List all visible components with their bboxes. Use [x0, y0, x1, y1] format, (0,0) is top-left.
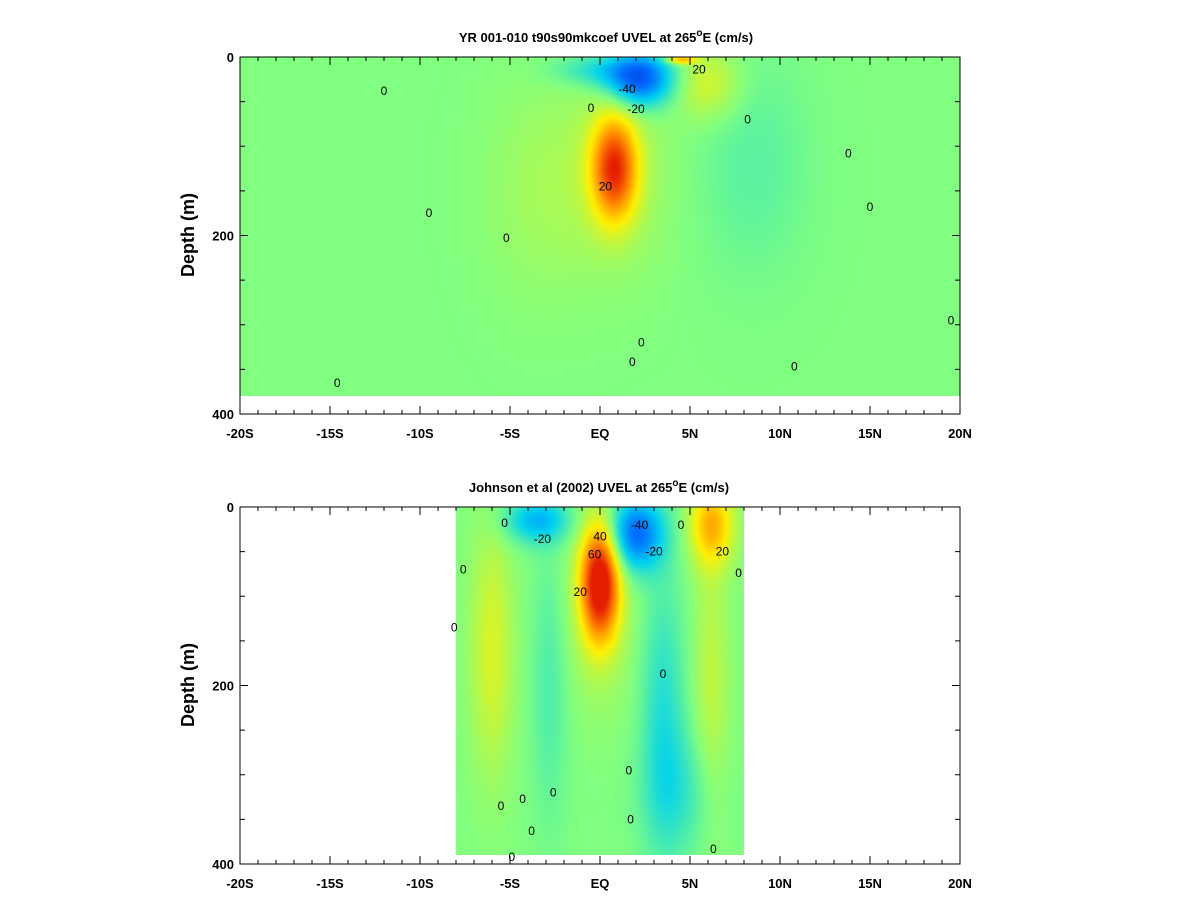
panel-model-title: YR 001-010 t90s90mkcoef UVEL at 265oE (c… [459, 28, 753, 45]
contour-label: 0 [791, 360, 798, 374]
contour-label: 60 [588, 547, 602, 561]
panel-obs-ylabel: Depth (m) [178, 643, 198, 727]
x-tick-label: -5S [500, 426, 521, 441]
contour-label: 0 [381, 84, 388, 98]
x-tick-label: 15N [858, 876, 882, 891]
x-tick-label: 5N [682, 876, 699, 891]
y-tick-label: 200 [212, 679, 234, 694]
x-tick-label: 10N [768, 876, 792, 891]
contour-label: 0 [710, 842, 717, 856]
y-tick-label: 200 [212, 229, 234, 244]
x-tick-label: -15S [316, 876, 344, 891]
contour-label: 20 [716, 545, 730, 559]
contour-label: 0 [503, 231, 510, 245]
contour-label: 0 [508, 850, 515, 864]
contour-label: -40 [631, 518, 649, 532]
contour-label: 0 [334, 376, 341, 390]
contour-label: 0 [528, 824, 535, 838]
contour-label: 0 [867, 200, 874, 214]
contour-label: 0 [660, 667, 667, 681]
contour-label: 20 [692, 62, 706, 76]
contour-label: 0 [460, 562, 467, 576]
panel-model-ylabel: Depth (m) [178, 193, 198, 277]
x-tick-label: -20S [226, 426, 254, 441]
contour-label: 40 [593, 529, 607, 543]
y-tick-label: 400 [212, 857, 234, 872]
contour-label: 0 [948, 313, 955, 327]
x-tick-label: 15N [858, 426, 882, 441]
contour-label: 0 [519, 792, 526, 806]
x-tick-label: 20N [948, 876, 972, 891]
heatmap-field [456, 507, 744, 855]
contour-label: 0 [426, 206, 433, 220]
contour-label: 0 [627, 812, 634, 826]
panel-model: YR 001-010 t90s90mkcoef UVEL at 265oE (c… [178, 28, 972, 441]
x-tick-label: 10N [768, 426, 792, 441]
contour-label: -20 [645, 545, 663, 559]
heatmap-field [240, 57, 960, 396]
contour-label: -20 [627, 102, 645, 116]
y-tick-label: 0 [227, 50, 234, 65]
x-tick-label: -10S [406, 426, 434, 441]
x-tick-label: -5S [500, 876, 521, 891]
contour-label: 0 [625, 763, 632, 777]
contour-label: 0 [550, 786, 557, 800]
contour-label: -40 [618, 82, 636, 96]
contour-label: 0 [744, 112, 751, 126]
x-tick-label: EQ [591, 876, 610, 891]
x-tick-label: -15S [316, 426, 344, 441]
x-tick-label: -10S [406, 876, 434, 891]
x-tick-label: EQ [591, 426, 610, 441]
y-tick-label: 400 [212, 407, 234, 422]
contour-label: 0 [638, 336, 645, 350]
contour-label: 0 [629, 355, 636, 369]
x-tick-label: 20N [948, 426, 972, 441]
contour-label: 0 [498, 799, 505, 813]
panel-obs-title: Johnson et al (2002) UVEL at 265oE (cm/s… [469, 478, 729, 495]
contour-label: 0 [735, 566, 742, 580]
y-tick-label: 0 [227, 500, 234, 515]
contour-label: -20 [534, 532, 552, 546]
contour-label: 0 [501, 516, 508, 530]
contour-label: 0 [678, 518, 685, 532]
contour-label: 0 [588, 101, 595, 115]
contour-label: 0 [845, 146, 852, 160]
x-tick-label: 5N [682, 426, 699, 441]
contour-label: 20 [574, 585, 588, 599]
x-tick-label: -20S [226, 876, 254, 891]
contour-label: 20 [599, 179, 613, 193]
contour-label: 0 [451, 620, 458, 634]
panel-obs: Johnson et al (2002) UVEL at 265oE (cm/s… [178, 478, 972, 891]
